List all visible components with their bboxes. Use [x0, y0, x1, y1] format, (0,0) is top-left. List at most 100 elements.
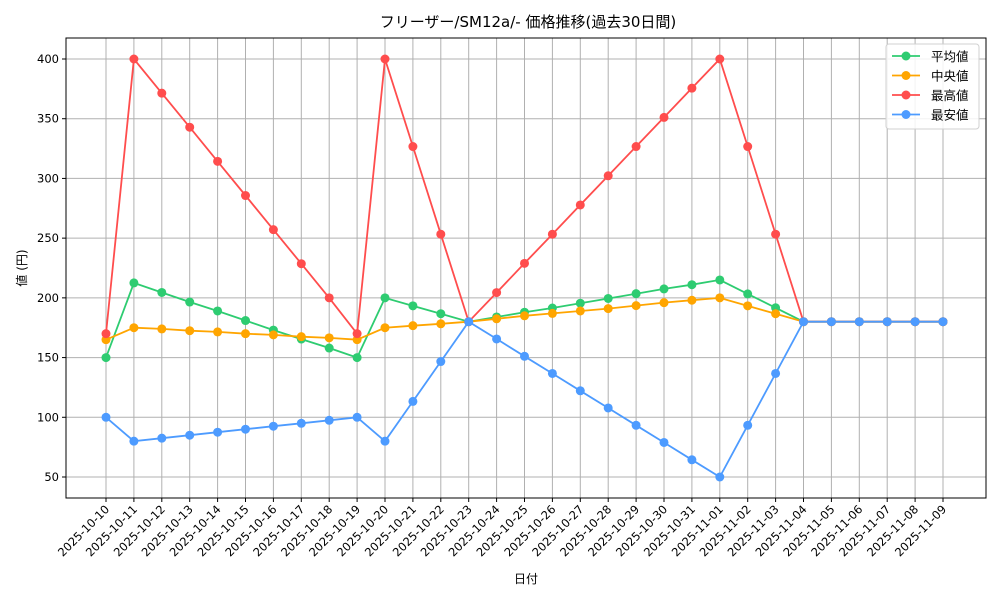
x-axis: 2025-10-102025-10-112025-10-122025-10-13…	[55, 498, 949, 559]
data-point	[324, 333, 334, 343]
y-tick-label: 150	[37, 351, 59, 365]
data-point	[436, 357, 446, 367]
data-point	[743, 289, 753, 299]
data-point	[687, 455, 697, 465]
legend-marker-icon	[901, 90, 911, 100]
data-point	[575, 386, 585, 396]
data-point	[631, 301, 641, 311]
legend-marker-icon	[901, 110, 911, 119]
data-point	[241, 329, 250, 339]
data-point	[241, 424, 250, 434]
data-point	[157, 88, 167, 98]
data-point	[464, 317, 474, 327]
legend-label: 最高値	[931, 88, 969, 103]
data-point	[603, 293, 613, 303]
data-point	[352, 329, 362, 339]
data-point	[687, 280, 697, 290]
data-point	[324, 293, 334, 303]
data-point	[157, 433, 167, 443]
data-point	[659, 112, 669, 122]
data-point	[185, 326, 195, 336]
data-point	[547, 229, 557, 239]
data-point	[380, 54, 390, 64]
y-tick-label: 250	[37, 231, 59, 245]
legend-box	[885, 43, 980, 130]
data-point	[743, 301, 753, 311]
data-point	[408, 321, 418, 331]
data-series	[101, 54, 948, 482]
data-point	[743, 420, 753, 430]
plot-area	[65, 37, 987, 499]
legend-label: 平均値	[931, 49, 969, 64]
data-point	[129, 436, 139, 446]
data-point	[352, 412, 362, 422]
data-point	[380, 323, 390, 333]
data-point	[603, 304, 613, 314]
data-point	[575, 200, 585, 210]
legend-marker-icon	[901, 51, 911, 61]
data-point	[101, 353, 111, 363]
data-point	[157, 287, 167, 297]
y-axis: 50 100 150 200 250 300 350 400	[37, 52, 66, 484]
data-point	[659, 284, 669, 294]
data-point	[938, 317, 948, 327]
data-point	[324, 415, 334, 425]
data-point	[296, 418, 306, 428]
data-point	[408, 396, 418, 406]
data-point	[715, 275, 725, 285]
data-point	[547, 368, 557, 378]
legend-label: 最安値	[931, 108, 969, 123]
y-tick-label: 400	[37, 52, 59, 66]
data-point	[380, 436, 390, 446]
data-point	[715, 293, 725, 303]
y-tick-label: 350	[37, 112, 59, 126]
data-point	[910, 317, 920, 327]
data-point	[771, 368, 781, 378]
data-point	[631, 420, 641, 430]
data-point	[603, 171, 613, 181]
data-point	[268, 421, 278, 431]
data-point	[296, 259, 306, 269]
data-point	[631, 142, 641, 152]
data-point	[771, 309, 781, 319]
data-point	[408, 142, 418, 152]
data-point	[129, 54, 139, 64]
y-tick-label: 100	[37, 410, 59, 424]
data-point	[659, 437, 669, 447]
legend-item: 中央値	[892, 69, 969, 84]
data-point	[213, 327, 223, 337]
data-point	[771, 229, 781, 239]
data-point	[799, 317, 808, 327]
data-point	[436, 229, 446, 239]
data-point	[380, 293, 390, 303]
data-point	[603, 403, 613, 413]
data-point	[715, 54, 725, 64]
data-point	[268, 225, 278, 235]
data-point	[520, 311, 529, 321]
data-point	[687, 83, 697, 93]
legend-label: 中央値	[931, 69, 969, 84]
data-point	[213, 156, 223, 166]
data-point	[631, 289, 641, 299]
data-point	[520, 351, 529, 361]
data-point	[436, 309, 446, 319]
legend-marker-icon	[901, 71, 911, 80]
data-point	[129, 323, 139, 333]
data-point	[743, 142, 753, 152]
data-point	[826, 317, 836, 327]
data-point	[101, 329, 111, 339]
legend-item: 最安値	[892, 108, 969, 123]
chart-title: フリーザー/SM12a/- 価格推移(過去30日間)	[380, 13, 677, 31]
data-point	[185, 430, 195, 440]
data-point	[715, 472, 725, 482]
legend-item: 平均値	[892, 49, 969, 64]
legend-item: 最高値	[892, 88, 969, 103]
grid	[66, 38, 986, 498]
data-point	[324, 343, 334, 353]
data-point	[101, 412, 111, 422]
data-point	[492, 314, 502, 324]
data-point	[213, 306, 223, 316]
data-point	[296, 332, 306, 342]
series-最安値	[101, 317, 948, 482]
x-axis-label: 日付	[514, 572, 538, 586]
